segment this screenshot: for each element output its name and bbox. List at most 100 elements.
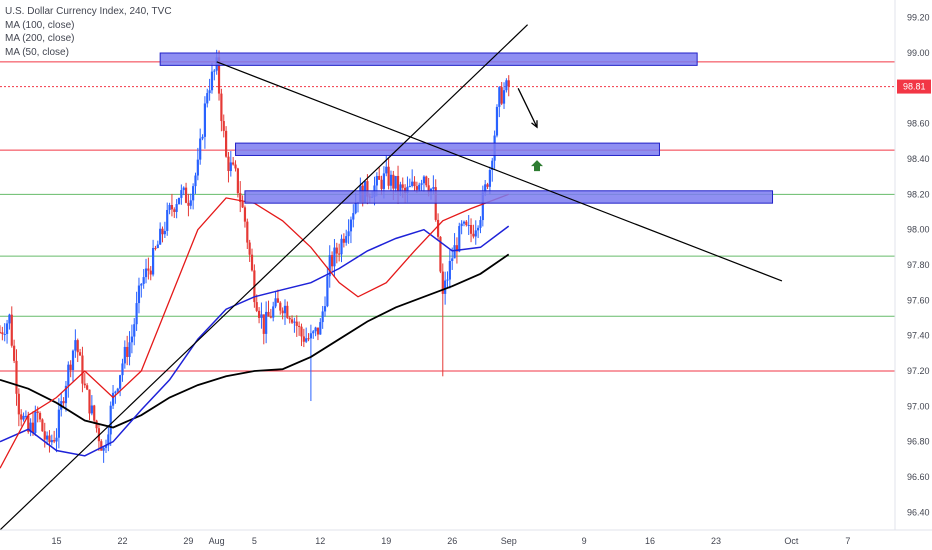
trendline-1 — [216, 61, 783, 282]
candle — [349, 216, 353, 244]
candle-body — [126, 346, 129, 357]
candle — [394, 175, 397, 193]
candle — [0, 325, 2, 334]
candle — [500, 81, 503, 106]
down-arrow-icon — [531, 120, 538, 129]
candle — [29, 418, 32, 437]
candle-body — [458, 226, 461, 252]
candle — [295, 315, 298, 337]
candle — [20, 409, 23, 427]
chart-title: U.S. Dollar Currency Index, 240, TVC — [5, 6, 172, 17]
price-badge — [897, 79, 931, 94]
candle-body — [495, 106, 499, 136]
candle-body — [177, 197, 181, 205]
candle-body — [451, 258, 454, 261]
candle-body — [67, 364, 70, 386]
time-axis-bg — [0, 530, 932, 550]
candle — [149, 266, 152, 281]
candle-body — [302, 336, 305, 342]
candle — [95, 419, 98, 433]
candle — [69, 360, 72, 378]
candle-body — [425, 176, 428, 186]
candle-body — [119, 375, 122, 389]
candle-body — [312, 331, 315, 334]
candle-body — [46, 435, 49, 440]
candle — [203, 96, 207, 149]
candle-body — [432, 187, 435, 189]
candle-body — [401, 184, 404, 188]
candle-body — [283, 305, 287, 314]
candle — [130, 324, 133, 354]
candle — [13, 339, 16, 364]
candle-body — [201, 136, 204, 139]
candle — [260, 302, 263, 329]
candle — [147, 257, 150, 280]
candle — [269, 308, 272, 319]
candle-body — [55, 437, 58, 442]
candle-body — [305, 338, 308, 342]
candle — [17, 388, 20, 427]
candle — [330, 251, 334, 272]
candle — [31, 411, 35, 436]
candle — [298, 321, 301, 336]
candle — [140, 283, 143, 298]
candle-body — [182, 187, 185, 191]
candle — [491, 157, 494, 182]
candle-body — [288, 317, 291, 320]
candle-body — [479, 220, 482, 228]
candle — [119, 374, 122, 397]
candle — [220, 88, 223, 132]
candle-body — [488, 169, 491, 187]
candle-body — [5, 323, 9, 335]
candle-body — [107, 434, 110, 446]
candle — [121, 358, 124, 382]
candle — [502, 82, 506, 109]
candle — [283, 299, 287, 325]
candle — [458, 222, 461, 253]
candle — [225, 126, 228, 158]
candle-body — [236, 168, 239, 194]
candle — [413, 176, 416, 191]
candle-body — [27, 415, 30, 432]
candle-body — [446, 279, 449, 281]
y-tick-label: 97.40 — [907, 331, 930, 341]
candle-body — [175, 204, 178, 212]
candle — [175, 199, 178, 219]
candle-body — [227, 156, 230, 172]
candle-body — [62, 401, 65, 404]
candle-body — [114, 391, 117, 393]
candle-body — [64, 385, 68, 404]
candle-body — [262, 314, 265, 334]
ma200-line — [0, 253, 510, 429]
candle-body — [194, 175, 197, 187]
candle-body — [486, 184, 489, 187]
candle-body — [335, 247, 338, 254]
candle — [279, 301, 282, 315]
ma50-line — [0, 193, 509, 469]
candle — [76, 338, 79, 363]
candle-body — [260, 314, 263, 318]
candle — [505, 78, 508, 93]
candle-body — [394, 175, 397, 189]
candle-body — [441, 271, 444, 294]
candle — [498, 86, 501, 118]
candle-body — [31, 422, 35, 433]
candle-body — [133, 324, 136, 337]
candle — [239, 181, 242, 213]
candle-body — [436, 219, 440, 237]
candle — [142, 269, 145, 289]
candle — [309, 324, 312, 402]
candle-body — [163, 230, 166, 235]
candle — [64, 381, 68, 412]
candle-body — [300, 326, 303, 337]
candle-body — [465, 221, 468, 226]
candle-body — [137, 285, 141, 304]
candle-body — [71, 350, 75, 370]
candle-body — [455, 245, 459, 252]
candle — [441, 263, 444, 377]
candle — [163, 221, 166, 239]
candle-body — [189, 200, 192, 206]
x-tick-label: 9 — [582, 536, 587, 546]
